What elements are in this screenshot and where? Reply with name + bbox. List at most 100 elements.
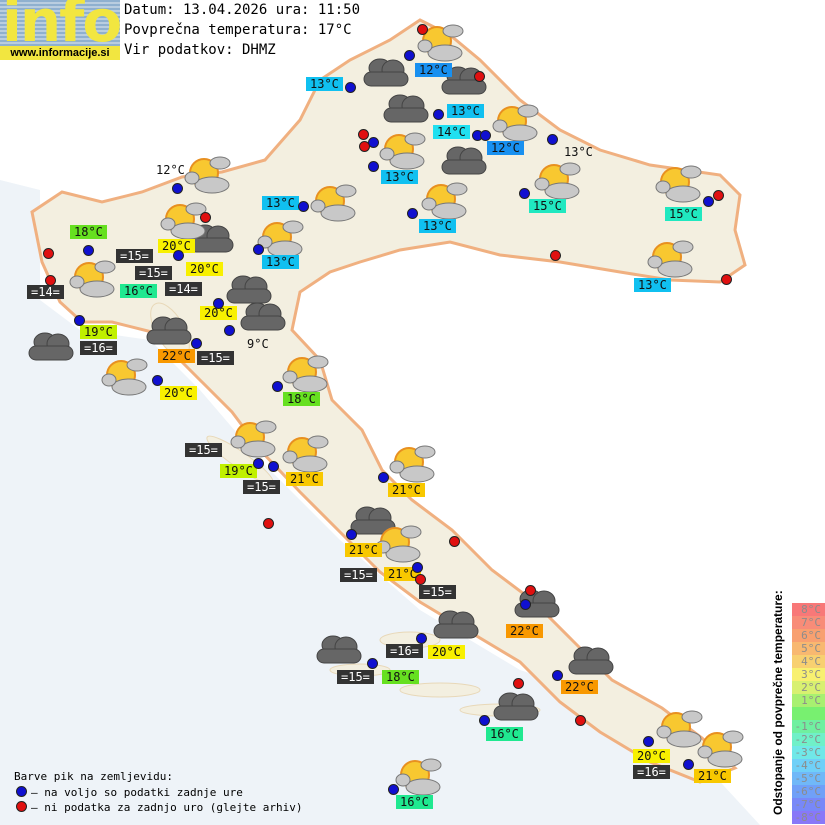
temperature-label[interactable]: 16°C: [120, 284, 157, 298]
station-dot-current[interactable]: [519, 188, 530, 199]
station-dot-current[interactable]: [298, 201, 309, 212]
sea-temp-label[interactable]: =15=: [185, 443, 222, 457]
station-dot-current[interactable]: [416, 633, 427, 644]
station-dot-current[interactable]: [367, 658, 378, 669]
temperature-label[interactable]: 18°C: [283, 392, 320, 406]
temperature-label[interactable]: 20°C: [200, 306, 237, 320]
sea-temp-label[interactable]: =15=: [337, 670, 374, 684]
station-dot-current[interactable]: [83, 245, 94, 256]
station-dot-no-data[interactable]: [415, 574, 426, 585]
temperature-label[interactable]: 22°C: [561, 680, 598, 694]
sea-temp-label[interactable]: =15=: [116, 249, 153, 263]
station-dot-current[interactable]: [552, 670, 563, 681]
station-dot-no-data[interactable]: [359, 141, 370, 152]
sea-temp-label[interactable]: =16=: [386, 644, 423, 658]
temperature-label[interactable]: 20°C: [158, 239, 195, 253]
station-dot-no-data[interactable]: [721, 274, 732, 285]
temperature-label[interactable]: 20°C: [160, 386, 197, 400]
station-dot-no-data[interactable]: [474, 71, 485, 82]
station-dot-no-data[interactable]: [358, 129, 369, 140]
station-dot-current[interactable]: [346, 529, 357, 540]
station-dot-current[interactable]: [683, 759, 694, 770]
station-dot-current[interactable]: [407, 208, 418, 219]
station-dot-current[interactable]: [404, 50, 415, 61]
station-dot-current[interactable]: [213, 298, 224, 309]
station-dot-current[interactable]: [152, 375, 163, 386]
temperature-label[interactable]: 15°C: [665, 207, 702, 221]
logo[interactable]: info www.informacije.si: [0, 0, 120, 60]
station-dot-current[interactable]: [268, 461, 279, 472]
temperature-label[interactable]: 13°C: [262, 196, 299, 210]
temperature-label[interactable]: 19°C: [220, 464, 257, 478]
temperature-label[interactable]: 20°C: [633, 749, 670, 763]
sea-temp-label[interactable]: =16=: [633, 765, 670, 779]
station-dot-no-data[interactable]: [417, 24, 428, 35]
station-dot-current[interactable]: [547, 134, 558, 145]
sea-temp-label[interactable]: =15=: [197, 351, 234, 365]
temperature-label[interactable]: 21°C: [345, 543, 382, 557]
station-dot-no-data[interactable]: [513, 678, 524, 689]
station-dot-current[interactable]: [253, 458, 264, 469]
sea-temp-label[interactable]: =16=: [80, 341, 117, 355]
temperature-label[interactable]: 20°C: [186, 262, 223, 276]
temperature-label[interactable]: 21°C: [694, 769, 731, 783]
temperature-label[interactable]: 13°C: [564, 145, 593, 159]
temperature-label[interactable]: 18°C: [70, 225, 107, 239]
station-dot-no-data[interactable]: [575, 715, 586, 726]
temperature-label[interactable]: 20°C: [428, 645, 465, 659]
station-dot-current[interactable]: [368, 161, 379, 172]
temperature-label[interactable]: 16°C: [396, 795, 433, 809]
sea-temp-label[interactable]: =14=: [27, 285, 64, 299]
station-dot-current[interactable]: [224, 325, 235, 336]
sea-temp-label[interactable]: =14=: [165, 282, 202, 296]
temperature-label[interactable]: 9°C: [247, 337, 269, 351]
temperature-label[interactable]: 13°C: [381, 170, 418, 184]
temperature-label[interactable]: 13°C: [306, 77, 343, 91]
station-dot-no-data[interactable]: [45, 275, 56, 286]
station-dot-current[interactable]: [253, 244, 264, 255]
station-dot-current[interactable]: [643, 736, 654, 747]
station-dot-no-data[interactable]: [263, 518, 274, 529]
station-dot-current[interactable]: [74, 315, 85, 326]
station-dot-no-data[interactable]: [525, 585, 536, 596]
station-dot-current[interactable]: [433, 109, 444, 120]
station-dot-current[interactable]: [703, 196, 714, 207]
sea-temp-label[interactable]: =15=: [340, 568, 377, 582]
temperature-label[interactable]: 19°C: [80, 325, 117, 339]
station-dot-current[interactable]: [272, 381, 283, 392]
station-dot-current[interactable]: [191, 338, 202, 349]
station-dot-no-data[interactable]: [550, 250, 561, 261]
temperature-label[interactable]: 15°C: [529, 199, 566, 213]
station-dot-current[interactable]: [388, 784, 399, 795]
station-dot-no-data[interactable]: [713, 190, 724, 201]
sea-temp-label[interactable]: =15=: [419, 585, 456, 599]
temperature-label[interactable]: 12°C: [156, 163, 185, 177]
station-dot-current[interactable]: [520, 599, 531, 610]
temperature-label[interactable]: 21°C: [388, 483, 425, 497]
station-dot-current[interactable]: [480, 130, 491, 141]
station-dot-current[interactable]: [479, 715, 490, 726]
station-dot-no-data[interactable]: [43, 248, 54, 259]
temperature-label[interactable]: 18°C: [382, 670, 419, 684]
sea-temp-label[interactable]: =15=: [135, 266, 172, 280]
temperature-label[interactable]: 16°C: [486, 727, 523, 741]
station-dot-current[interactable]: [172, 183, 183, 194]
station-dot-current[interactable]: [345, 82, 356, 93]
temperature-label[interactable]: 12°C: [415, 63, 452, 77]
temperature-label[interactable]: 13°C: [419, 219, 456, 233]
temperature-label[interactable]: 22°C: [158, 349, 195, 363]
station-dot-current[interactable]: [412, 562, 423, 573]
logo-url[interactable]: www.informacije.si: [0, 46, 120, 60]
station-dot-no-data[interactable]: [200, 212, 211, 223]
station-dot-no-data[interactable]: [449, 536, 460, 547]
temperature-label[interactable]: 21°C: [384, 567, 421, 581]
station-dot-current[interactable]: [378, 472, 389, 483]
temperature-label[interactable]: 13°C: [262, 255, 299, 269]
station-dot-current[interactable]: [173, 250, 184, 261]
temperature-label[interactable]: 21°C: [286, 472, 323, 486]
temperature-label[interactable]: 13°C: [634, 278, 671, 292]
sea-temp-label[interactable]: =15=: [243, 480, 280, 494]
temperature-label[interactable]: 22°C: [506, 624, 543, 638]
temperature-label[interactable]: 12°C: [487, 141, 524, 155]
temperature-label[interactable]: 13°C: [447, 104, 484, 118]
